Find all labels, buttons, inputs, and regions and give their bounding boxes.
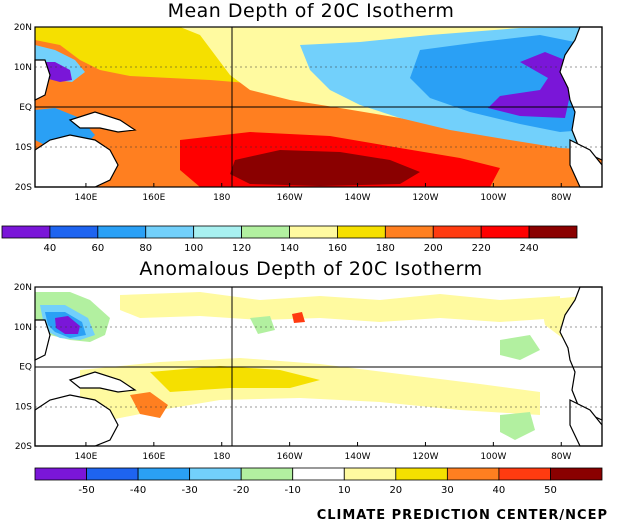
x-tick-label: 180 (213, 193, 230, 203)
mean-depth-title: Mean Depth of 20C Isotherm (167, 0, 455, 22)
colorbar-label: 220 (472, 243, 491, 254)
colorbar-swatch (395, 467, 448, 481)
y-tick-label: EQ (19, 103, 32, 113)
anomalous-depth-title: Anomalous Depth of 20C Isotherm (139, 258, 483, 280)
colorbar-label: -20 (233, 485, 249, 496)
colorbar-label: 60 (91, 243, 104, 254)
colorbar-label: 30 (441, 485, 454, 496)
colorbar-swatch (145, 225, 195, 239)
colorbar-swatch (432, 225, 482, 239)
colorbar-label: 40 (44, 243, 57, 254)
colorbar-swatch (193, 225, 242, 239)
colorbar-label: 20 (389, 485, 402, 496)
anomaly-land (34, 286, 603, 447)
y-tick-label: 10N (14, 323, 32, 333)
colorbar-swatch (337, 225, 386, 239)
anomaly-map-frame (34, 286, 603, 447)
x-tick-label: 140E (74, 193, 97, 203)
anomaly-grid (35, 287, 602, 446)
colorbar-label: 10 (338, 485, 351, 496)
anomaly-axis-ticks: 140E 160E 180 160W 140W 120W 100W 80W 20N 10N EQ 10… (14, 283, 572, 462)
colorbar-swatch (49, 225, 99, 239)
colorbar-label: 100 (184, 243, 203, 254)
colorbar-swatch (1, 225, 51, 239)
colorbar-label: -30 (181, 485, 197, 496)
colorbar-label: 120 (232, 243, 251, 254)
y-tick-label: 10N (14, 63, 32, 73)
mean-grid (35, 27, 602, 187)
colorbar-swatch (498, 467, 551, 481)
land-new-guinea (68, 111, 137, 133)
mean-map-frame (34, 26, 603, 188)
colorbar-swatch (34, 467, 87, 481)
credit-label: CLIMATE PREDICTION CENTER/NCEP (316, 508, 608, 523)
colorbar-label: 40 (493, 485, 506, 496)
colorbar-swatch (480, 225, 530, 239)
colorbar-swatch (86, 467, 139, 481)
land-new-guinea (68, 371, 137, 393)
colorbar-label: -10 (285, 485, 301, 496)
colorbar-swatch (137, 467, 191, 481)
colorbar-swatch (189, 467, 242, 481)
region-southwest-strong-positive (130, 392, 168, 418)
colorbar-label: 140 (280, 243, 299, 254)
x-tick-label: 100W (480, 452, 506, 462)
colorbar-label: -50 (78, 485, 94, 496)
mean-depth-map (35, 27, 602, 187)
colorbar-swatch (446, 467, 500, 481)
colorbar-label: 200 (424, 243, 443, 254)
colorbar-label: 50 (544, 485, 557, 496)
colorbar-label: 240 (520, 243, 539, 254)
y-tick-label: 20N (14, 23, 32, 33)
x-tick-label: 140W (345, 193, 371, 203)
colorbar-label: 80 (139, 243, 152, 254)
mean-axis-ticks: 140E 160E 180 160W 140W 120W 100W 80W 20N 10N EQ 10… (14, 23, 572, 203)
colorbar-swatch (292, 467, 345, 481)
colorbar-label: 160 (328, 243, 347, 254)
colorbar-swatch (97, 225, 147, 239)
x-tick-label: 120W (412, 452, 438, 462)
colorbar-label: -40 (130, 485, 146, 496)
region-western-negative-anomaly (55, 316, 80, 334)
x-tick-label: 80W (551, 193, 571, 203)
x-tick-label: 160E (142, 193, 165, 203)
x-tick-label: 140E (74, 452, 97, 462)
region-eastern-negative-patch-2 (500, 412, 535, 440)
x-tick-label: 140W (345, 452, 371, 462)
colorbar-label: 180 (376, 243, 395, 254)
region-north-scattered-positive (120, 292, 560, 322)
y-tick-label: 20N (14, 283, 32, 293)
x-tick-label: 160W (277, 452, 303, 462)
colorbar-swatch (550, 467, 603, 481)
x-tick-label: 160W (277, 193, 303, 203)
region-south-inner-positive (150, 366, 320, 392)
x-tick-label: 160E (142, 452, 165, 462)
x-tick-label: 120W (412, 193, 438, 203)
y-tick-label: 20S (15, 183, 32, 193)
colorbar-swatch (289, 225, 338, 239)
y-tick-label: 10S (15, 402, 32, 412)
x-tick-label: 100W (480, 193, 506, 203)
region-red-spot (292, 312, 305, 323)
y-tick-label: 20S (15, 442, 32, 452)
region-deep-southwest-pool (230, 150, 420, 186)
region-eastern-negative-patch-3 (250, 316, 275, 334)
x-tick-label: 80W (551, 452, 571, 462)
region-eastern-negative-patches (500, 335, 540, 360)
colorbar-swatch (240, 467, 294, 481)
colorbar-swatch (384, 225, 434, 239)
y-tick-label: EQ (19, 363, 32, 373)
y-tick-label: 10S (15, 143, 32, 153)
mean-colorbar: 40 60 80 100 120 140 160 180 200 220 240 (1, 225, 578, 254)
colorbar-swatch (343, 467, 397, 481)
colorbar-swatch (528, 225, 578, 239)
anomaly-colorbar: -50 -40 -30 -20 -10 10 20 30 40 50 (34, 467, 603, 496)
region-eastern-thermocline (488, 52, 572, 118)
colorbar-swatch (241, 225, 290, 239)
x-tick-label: 180 (213, 452, 230, 462)
